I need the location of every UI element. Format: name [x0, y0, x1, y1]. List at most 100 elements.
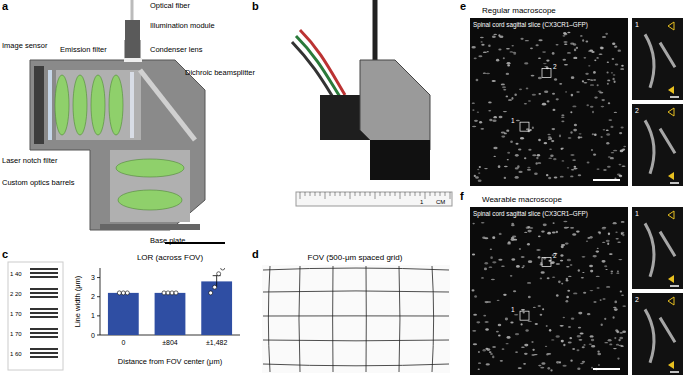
cell [578, 269, 580, 271]
cell [522, 267, 524, 268]
cell [581, 277, 584, 279]
target-bar [30, 272, 58, 274]
cell [601, 136, 603, 138]
base-plate [100, 224, 200, 230]
cell [576, 47, 578, 49]
panel-title: Wearable macroscope [482, 195, 562, 204]
cell [500, 360, 503, 362]
cell [589, 265, 593, 267]
ruler-tick [325, 192, 326, 199]
cell [527, 230, 531, 233]
inset-number: 1 [635, 21, 639, 28]
cell [541, 271, 545, 273]
cell [514, 314, 518, 315]
cell [535, 44, 538, 46]
cell [496, 331, 499, 333]
cell [491, 279, 495, 281]
cell [547, 232, 551, 235]
cell [615, 232, 617, 233]
point [162, 291, 166, 295]
cell-process [645, 120, 675, 173]
cell [546, 59, 549, 61]
cell [475, 176, 479, 178]
cell [573, 293, 577, 295]
cell [563, 344, 565, 347]
cell [515, 154, 519, 157]
point [166, 291, 170, 295]
cell [587, 79, 591, 80]
cell-process [645, 34, 675, 87]
cell [527, 243, 530, 245]
cell [560, 176, 564, 178]
cell [621, 233, 623, 235]
cell [478, 55, 482, 57]
cell [611, 271, 614, 273]
cell [520, 38, 523, 40]
cell [608, 156, 611, 158]
image [470, 207, 628, 375]
cell [617, 358, 619, 360]
cell [612, 42, 615, 45]
cell [556, 335, 560, 337]
target-frame [8, 262, 63, 370]
cell [525, 329, 528, 331]
cell [540, 367, 544, 369]
ruler-tick [430, 192, 431, 196]
cell [492, 80, 496, 82]
cell [537, 154, 540, 157]
cell [556, 361, 559, 364]
cell [613, 307, 616, 308]
ruler-tick [420, 192, 421, 196]
cell [550, 262, 553, 264]
cell [515, 176, 519, 179]
cell [492, 356, 494, 359]
cell [597, 351, 599, 353]
cell [547, 367, 550, 370]
cell [561, 114, 564, 115]
bar [108, 293, 139, 335]
arrowhead [668, 86, 674, 94]
y-tick [97, 335, 100, 336]
cell [582, 80, 584, 82]
cell [540, 314, 543, 316]
cell [492, 261, 496, 263]
cell [543, 224, 547, 227]
cell [560, 260, 563, 262]
cell [546, 174, 548, 176]
cell [573, 57, 577, 59]
cell [614, 301, 617, 304]
cell [547, 100, 550, 102]
cell [599, 232, 601, 235]
cell-process [645, 309, 675, 362]
device-photo: 1CM [292, 0, 452, 206]
cell [507, 336, 511, 339]
ruler-tick [335, 192, 336, 196]
cell [601, 99, 605, 101]
cell [608, 339, 612, 341]
cell [528, 149, 531, 151]
inset-label: 2 [553, 63, 557, 70]
arrowhead [668, 172, 674, 180]
cell [588, 51, 592, 52]
cell [580, 332, 584, 334]
cell [571, 94, 574, 97]
cell [490, 353, 493, 354]
inset-label: 1 [511, 117, 515, 124]
cell [606, 286, 610, 288]
cell [484, 262, 488, 264]
cell [484, 268, 487, 271]
ruler [296, 192, 452, 206]
cell [601, 106, 605, 108]
cell [485, 328, 489, 331]
cell [565, 300, 568, 302]
cell [492, 346, 496, 348]
cell [621, 127, 624, 129]
tick-label: 0 [91, 332, 95, 339]
cell [545, 346, 547, 347]
cell [617, 271, 619, 272]
cell [476, 321, 480, 323]
cell [568, 276, 571, 277]
point [217, 272, 221, 276]
y-tick [97, 315, 100, 316]
cell [538, 139, 541, 141]
